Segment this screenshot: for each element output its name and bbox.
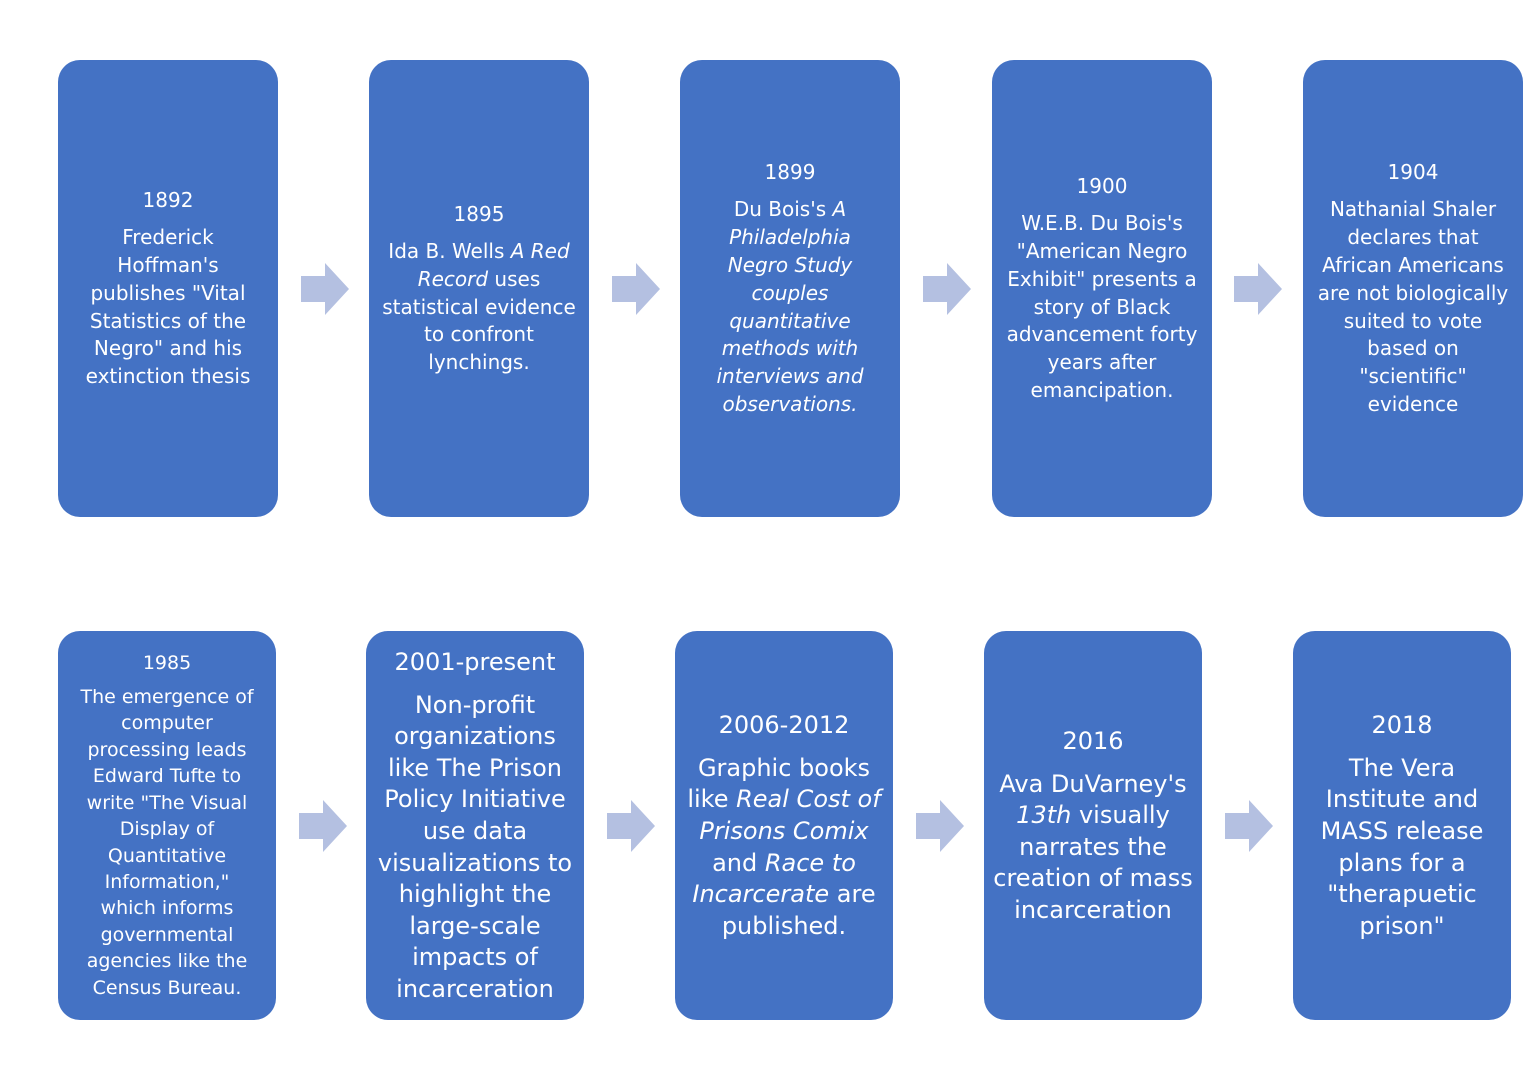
description-text: Graphic books like <box>687 753 871 814</box>
description-text: W.E.B. Du Bois's "American Negro Exhibit… <box>1006 211 1198 402</box>
description-text: visually narrates the creation of mass i… <box>993 801 1193 924</box>
italic-title-text: 13th <box>1016 801 1072 830</box>
italic-title-text: A Red Record <box>417 239 570 291</box>
description-text: and <box>712 848 765 877</box>
italic-title-text: A Philadelphia Negro Study couples quant… <box>716 197 864 416</box>
description-text: are published. <box>721 880 876 940</box>
description-text: Du Bois's <box>733 197 833 222</box>
event-description: Frederick Hoffman's publishes "Vital Sta… <box>78 224 258 391</box>
event-box-1900: 1900 W.E.B. Du Bois's "American Negro Ex… <box>992 60 1212 517</box>
arrow-right-icon <box>1225 800 1273 852</box>
event-year: 2016 <box>1062 726 1124 755</box>
event-box-1892: 1892 Frederick Hoffman's publishes "Vita… <box>58 60 278 517</box>
event-year: 1985 <box>142 652 192 675</box>
arrow-right-icon <box>612 263 660 315</box>
event-box-1985: 1985 The emergence of computer processin… <box>58 631 276 1020</box>
event-box-1895: 1895 Ida B. Wells A Red Record uses stat… <box>369 60 589 517</box>
event-year: 2001-present <box>394 647 556 676</box>
description-text: Ava DuVarney's <box>999 769 1187 798</box>
italic-title-text: Race to Incarcerate <box>692 848 856 909</box>
description-text: uses statistical evidence to confront ly… <box>382 266 576 375</box>
arrow-right-icon <box>301 263 349 315</box>
arrow-right-icon <box>916 800 964 852</box>
event-year: 1904 <box>1387 160 1439 185</box>
description-text: The Vera Institute and MASS release plan… <box>1320 753 1484 940</box>
description-text: The emergence of computer processing lea… <box>80 686 254 999</box>
description-text: Frederick Hoffman's publishes "Vital Sta… <box>85 225 251 389</box>
event-year: 2006-2012 <box>718 710 850 739</box>
event-year: 1899 <box>764 160 816 185</box>
event-year: 1892 <box>142 188 194 213</box>
event-description: Graphic books like Real Cost of Prisons … <box>681 753 887 943</box>
event-year: 2018 <box>1371 710 1433 739</box>
arrow-right-icon <box>607 800 655 852</box>
arrow-right-icon <box>1234 263 1282 315</box>
event-box-1899: 1899 Du Bois's A Philadelphia Negro Stud… <box>680 60 900 517</box>
event-description: Ava DuVarney's 13th visually narrates th… <box>993 769 1193 927</box>
arrow-right-icon <box>299 800 347 852</box>
description-text: Nathanial Shaler declares that African A… <box>1317 197 1509 416</box>
event-description: Nathanial Shaler declares that African A… <box>1316 196 1511 418</box>
event-box-2018: 2018 The Vera Institute and MASS release… <box>1293 631 1511 1020</box>
italic-title-text: Real Cost of Prisons Comix <box>699 785 881 845</box>
arrow-right-icon <box>923 263 971 315</box>
event-year: 1900 <box>1076 174 1128 199</box>
event-description: Non-profit organizations like The Prison… <box>372 690 578 1006</box>
event-description: Ida B. Wells A Red Record uses statistic… <box>382 238 577 377</box>
event-description: The emergence of computer processing lea… <box>74 684 260 1001</box>
event-year: 1895 <box>453 202 505 226</box>
event-box-2001-present: 2001-present Non-profit organizations li… <box>366 631 584 1020</box>
event-box-1904: 1904 Nathanial Shaler declares that Afri… <box>1303 60 1523 517</box>
description-text: Non-profit organizations like The Prison… <box>377 690 573 1003</box>
event-description: W.E.B. Du Bois's "American Negro Exhibit… <box>1002 210 1202 405</box>
description-text: Ida B. Wells <box>388 239 511 263</box>
event-description: Du Bois's A Philadelphia Negro Study cou… <box>710 196 870 418</box>
event-description: The Vera Institute and MASS release plan… <box>1312 753 1492 943</box>
event-box-2016: 2016 Ava DuVarney's 13th visually narrat… <box>984 631 1202 1020</box>
event-box-2006-2012: 2006-2012 Graphic books like Real Cost o… <box>675 631 893 1020</box>
